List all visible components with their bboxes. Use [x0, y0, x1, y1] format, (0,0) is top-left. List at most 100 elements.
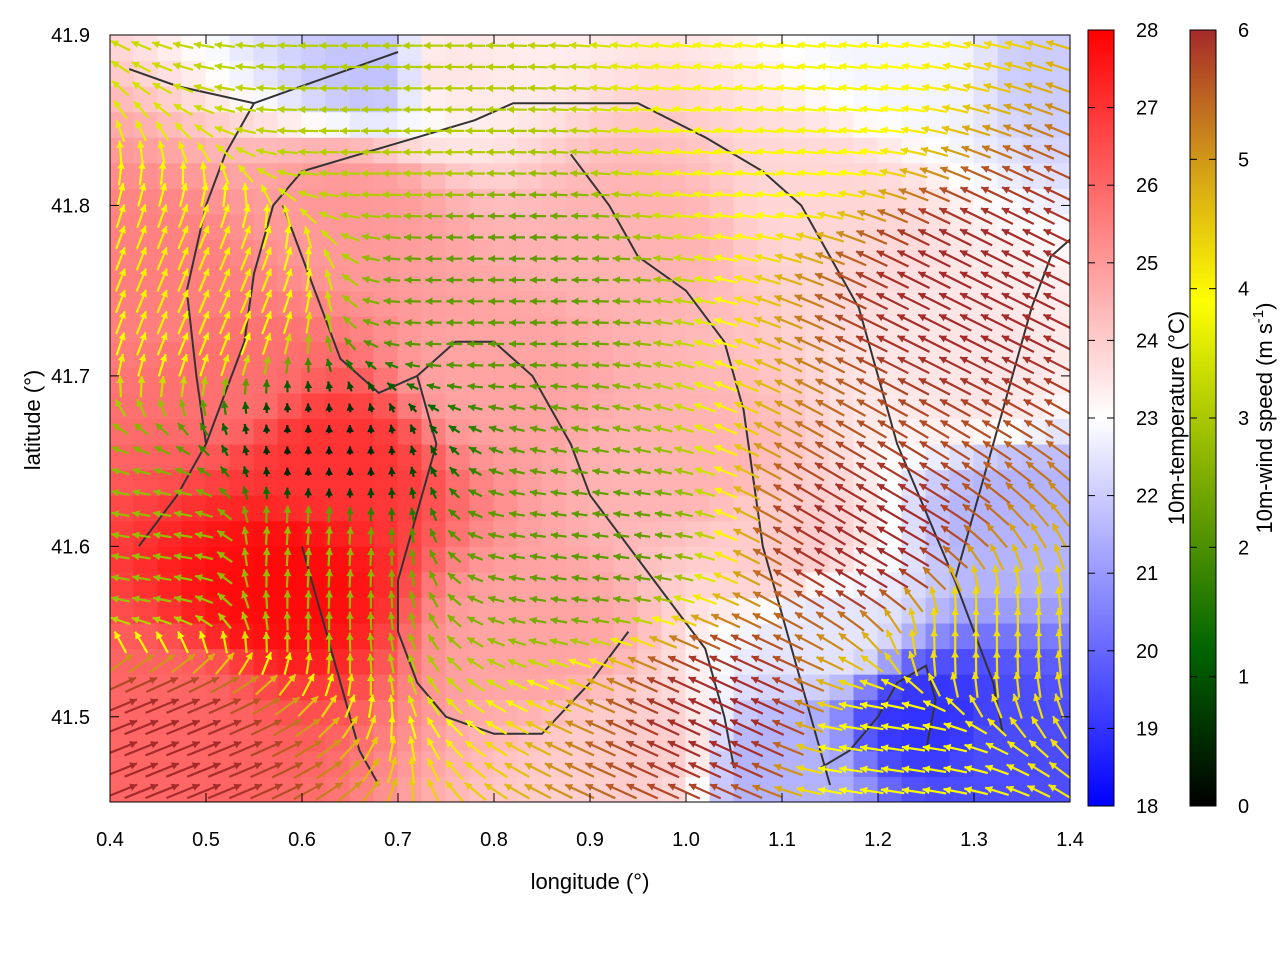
temperature-cell	[1021, 724, 1047, 752]
temperature-cell	[373, 494, 399, 522]
wind-colorbar-label-end: )	[1252, 303, 1277, 310]
temperature-cell	[349, 162, 375, 189]
temperature-cell	[349, 35, 375, 62]
temperature-cell	[733, 724, 759, 752]
temperature-cell	[349, 111, 375, 138]
temperature-cell	[469, 111, 495, 138]
temperature-cell	[373, 545, 399, 573]
temperature-cell	[613, 315, 639, 343]
temperature-cell	[517, 162, 543, 189]
colorbar-tick-label: 3	[1238, 408, 1249, 430]
temperature-cell	[1021, 622, 1047, 650]
temperature-cell	[205, 520, 231, 547]
temperature-cell	[541, 418, 567, 445]
temperature-cell	[661, 775, 687, 802]
temperature-cell	[949, 418, 975, 445]
temperature-cell	[637, 162, 663, 189]
temperature-cell	[901, 750, 927, 777]
temperature-cell	[613, 35, 639, 62]
temperature-cell	[181, 494, 207, 522]
temperature-cell	[877, 60, 903, 87]
temperature-cell	[613, 545, 639, 573]
temperature-cell	[589, 520, 615, 547]
temperature-cell	[925, 571, 951, 598]
temperature-cell	[853, 648, 879, 675]
temperature-cell	[493, 60, 519, 87]
temperature-cell	[949, 494, 975, 522]
temperature-cell	[733, 111, 759, 138]
temperature-cell	[541, 443, 567, 471]
temperature-cell	[925, 750, 951, 777]
temperature-cell	[301, 392, 327, 419]
temperature-cell	[589, 264, 615, 292]
temperature-cell	[733, 648, 759, 675]
temperature-cell	[901, 111, 927, 138]
temperature-cell	[541, 545, 567, 573]
temperature-cell	[517, 366, 543, 394]
temperature-cell	[349, 85, 375, 113]
temperature-cell	[781, 239, 807, 266]
temperature-cell	[349, 264, 375, 292]
temperature-cell	[253, 60, 279, 87]
temperature-cell	[421, 443, 447, 471]
temperature-cell	[901, 213, 927, 241]
temperature-cell	[1045, 750, 1070, 777]
temperature-cell	[445, 315, 471, 343]
temperature-cell	[925, 622, 951, 650]
temperature-cell	[493, 136, 519, 164]
colorbar-tick-label: 1	[1238, 667, 1249, 689]
temperature-cell	[277, 264, 303, 292]
x-axis-label: longitude (°)	[531, 869, 650, 894]
temperature-cell	[517, 545, 543, 573]
temperature-cell	[517, 622, 543, 650]
temperature-cell	[733, 60, 759, 87]
temperature-cell	[541, 290, 567, 317]
temperature-cell	[349, 136, 375, 164]
temperature-cell	[685, 366, 711, 394]
temperature-cell	[973, 775, 999, 802]
temperature-cell	[517, 315, 543, 343]
temperature-cell	[421, 162, 447, 189]
temperature-cell	[373, 648, 399, 675]
temperature-cell	[589, 60, 615, 87]
temperature-cell	[421, 213, 447, 241]
temperature-cell	[445, 596, 471, 624]
temperature-cell	[589, 290, 615, 317]
temperature-cell	[517, 290, 543, 317]
temperature-cell	[541, 315, 567, 343]
temperature-cell	[397, 85, 423, 113]
temperature-cell	[589, 443, 615, 471]
temperature-cell	[733, 35, 759, 62]
temperature-cell	[229, 392, 255, 419]
x-tick-label: 0.8	[480, 829, 508, 851]
temperature-cell	[589, 571, 615, 598]
temperature-cell	[517, 136, 543, 164]
temperature-cell	[445, 520, 471, 547]
temperature-cell	[637, 111, 663, 138]
x-tick-label: 0.5	[192, 829, 220, 851]
temperature-cell	[613, 571, 639, 598]
temperature-cell	[301, 520, 327, 547]
x-tick-label: 0.9	[576, 829, 604, 851]
temperature-cell	[1021, 596, 1047, 624]
temperature-cell	[421, 60, 447, 87]
temperature-cell	[853, 750, 879, 777]
temperature-cell	[253, 35, 279, 62]
colorbar-tick-label: 28	[1136, 20, 1158, 42]
temperature-cell	[637, 366, 663, 394]
temperature-cell	[445, 366, 471, 394]
temperature-cell	[253, 111, 279, 138]
temperature-cell	[589, 622, 615, 650]
temperature-cell	[325, 775, 351, 802]
temperature-cell	[373, 673, 399, 701]
temperature-cell	[445, 775, 471, 802]
temperature-cell	[301, 366, 327, 394]
temperature-cell	[517, 494, 543, 522]
temperature-cell	[493, 111, 519, 138]
temperature-cell	[397, 775, 423, 802]
temperature-cell	[565, 648, 591, 675]
temperature-cell	[493, 162, 519, 189]
colorbar-tick-label: 23	[1136, 408, 1158, 430]
x-tick-label: 0.6	[288, 829, 316, 851]
